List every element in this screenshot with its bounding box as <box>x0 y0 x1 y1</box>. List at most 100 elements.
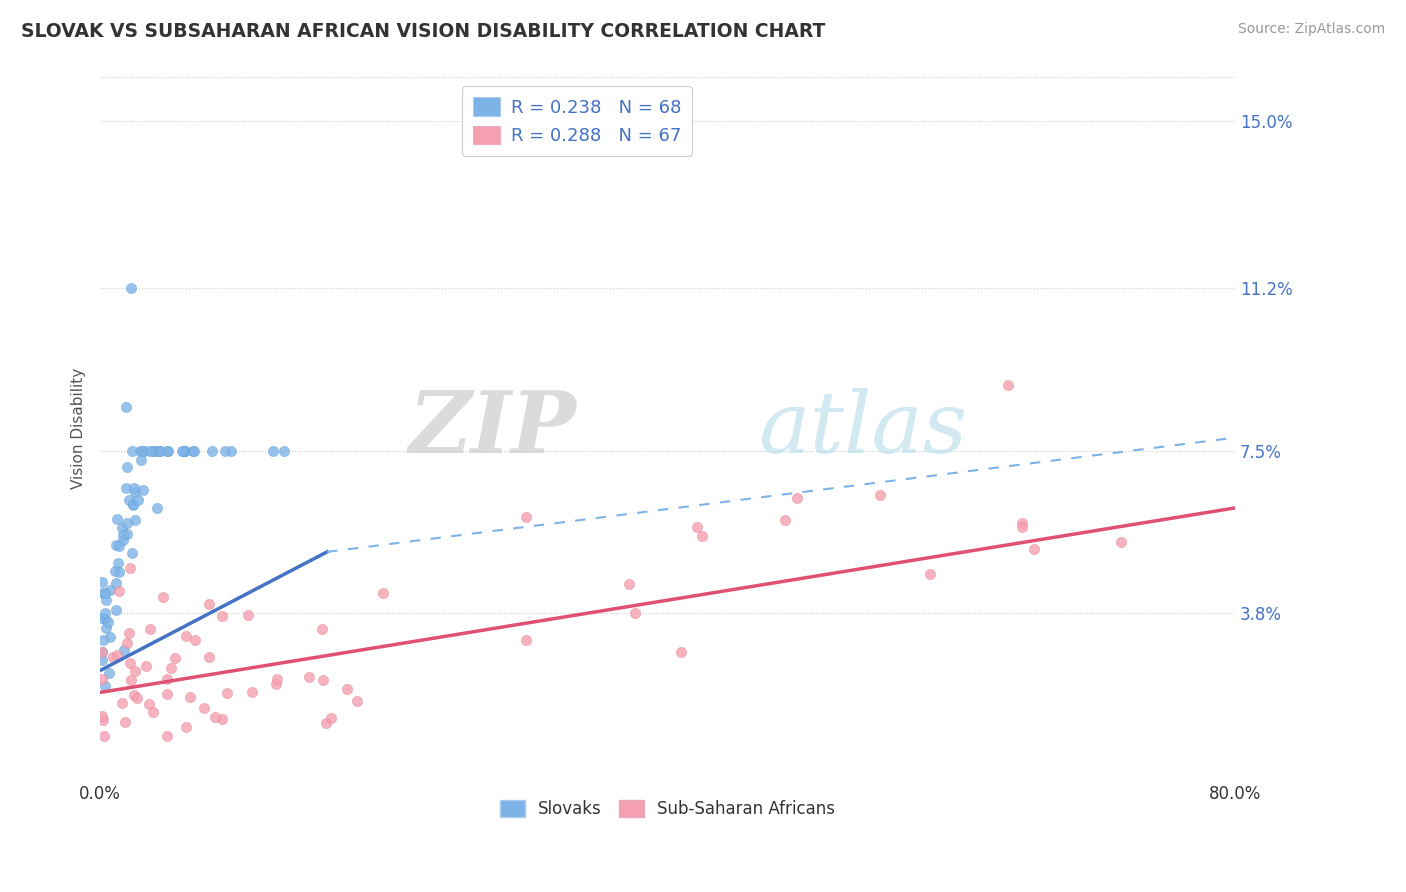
Point <box>204 710 226 724</box>
Point <box>90 672 112 686</box>
Point <box>160 661 183 675</box>
Text: ZIP: ZIP <box>409 387 576 471</box>
Point <box>120 673 142 688</box>
Point <box>273 443 295 458</box>
Point <box>174 629 197 643</box>
Point <box>108 565 131 579</box>
Point <box>920 567 942 582</box>
Point <box>129 453 152 467</box>
Point <box>124 664 146 678</box>
Point <box>94 606 117 620</box>
Point <box>127 492 149 507</box>
Point <box>146 500 169 515</box>
Point <box>142 443 165 458</box>
Point <box>124 485 146 500</box>
Point <box>118 626 141 640</box>
Point <box>97 615 120 630</box>
Point <box>104 576 127 591</box>
Point <box>198 650 221 665</box>
Point <box>122 498 145 512</box>
Point <box>156 443 179 458</box>
Point <box>139 443 162 458</box>
Point <box>94 586 117 600</box>
Point <box>264 677 287 691</box>
Point <box>298 670 321 684</box>
Point <box>124 688 146 702</box>
Point <box>156 730 179 744</box>
Point <box>91 585 114 599</box>
Point <box>219 443 242 458</box>
Point <box>690 529 713 543</box>
Point <box>91 633 114 648</box>
Point <box>117 516 139 530</box>
Point <box>262 443 284 458</box>
Point <box>120 656 142 670</box>
Point <box>184 633 207 648</box>
Y-axis label: Vision Disability: Vision Disability <box>72 368 86 490</box>
Point <box>773 513 796 527</box>
Point <box>669 645 692 659</box>
Point <box>515 509 537 524</box>
Point <box>143 443 166 458</box>
Point <box>142 705 165 719</box>
Point <box>121 443 143 458</box>
Point <box>104 564 127 578</box>
Point <box>129 443 152 458</box>
Point <box>127 691 149 706</box>
Point <box>155 672 177 686</box>
Point <box>242 685 264 699</box>
Point <box>193 700 215 714</box>
Point <box>138 697 160 711</box>
Point <box>786 491 808 505</box>
Point <box>110 696 132 710</box>
Text: atlas: atlas <box>758 387 967 470</box>
Point <box>114 714 136 729</box>
Point <box>311 622 333 636</box>
Point <box>174 443 197 458</box>
Point <box>112 533 135 547</box>
Point <box>211 608 233 623</box>
Point <box>90 653 112 667</box>
Point <box>122 497 145 511</box>
Point <box>98 666 121 681</box>
Point <box>90 645 112 659</box>
Point <box>321 711 343 725</box>
Point <box>105 603 128 617</box>
Point <box>686 520 709 534</box>
Point <box>112 643 135 657</box>
Point <box>124 513 146 527</box>
Point <box>94 679 117 693</box>
Point <box>91 713 114 727</box>
Point <box>238 607 260 622</box>
Point <box>1011 520 1033 534</box>
Point <box>156 443 179 458</box>
Point <box>1011 516 1033 530</box>
Point <box>266 672 288 686</box>
Point <box>131 483 153 497</box>
Point <box>107 511 129 525</box>
Point <box>115 459 138 474</box>
Legend: Slovaks, Sub-Saharan Africans: Slovaks, Sub-Saharan Africans <box>494 793 842 825</box>
Point <box>183 443 205 458</box>
Point <box>623 606 645 620</box>
Point <box>179 690 201 704</box>
Point <box>146 443 169 458</box>
Point <box>121 546 143 560</box>
Point <box>131 443 153 458</box>
Point <box>149 443 172 458</box>
Point <box>617 576 640 591</box>
Point <box>198 597 221 611</box>
Point <box>312 673 335 688</box>
Point <box>96 593 118 607</box>
Point <box>90 709 112 723</box>
Point <box>174 720 197 734</box>
Point <box>163 651 186 665</box>
Point <box>346 694 368 708</box>
Point <box>94 621 117 635</box>
Point <box>107 583 129 598</box>
Point <box>101 649 124 664</box>
Point <box>108 539 131 553</box>
Point <box>139 622 162 636</box>
Point <box>107 556 129 570</box>
Point <box>149 443 172 458</box>
